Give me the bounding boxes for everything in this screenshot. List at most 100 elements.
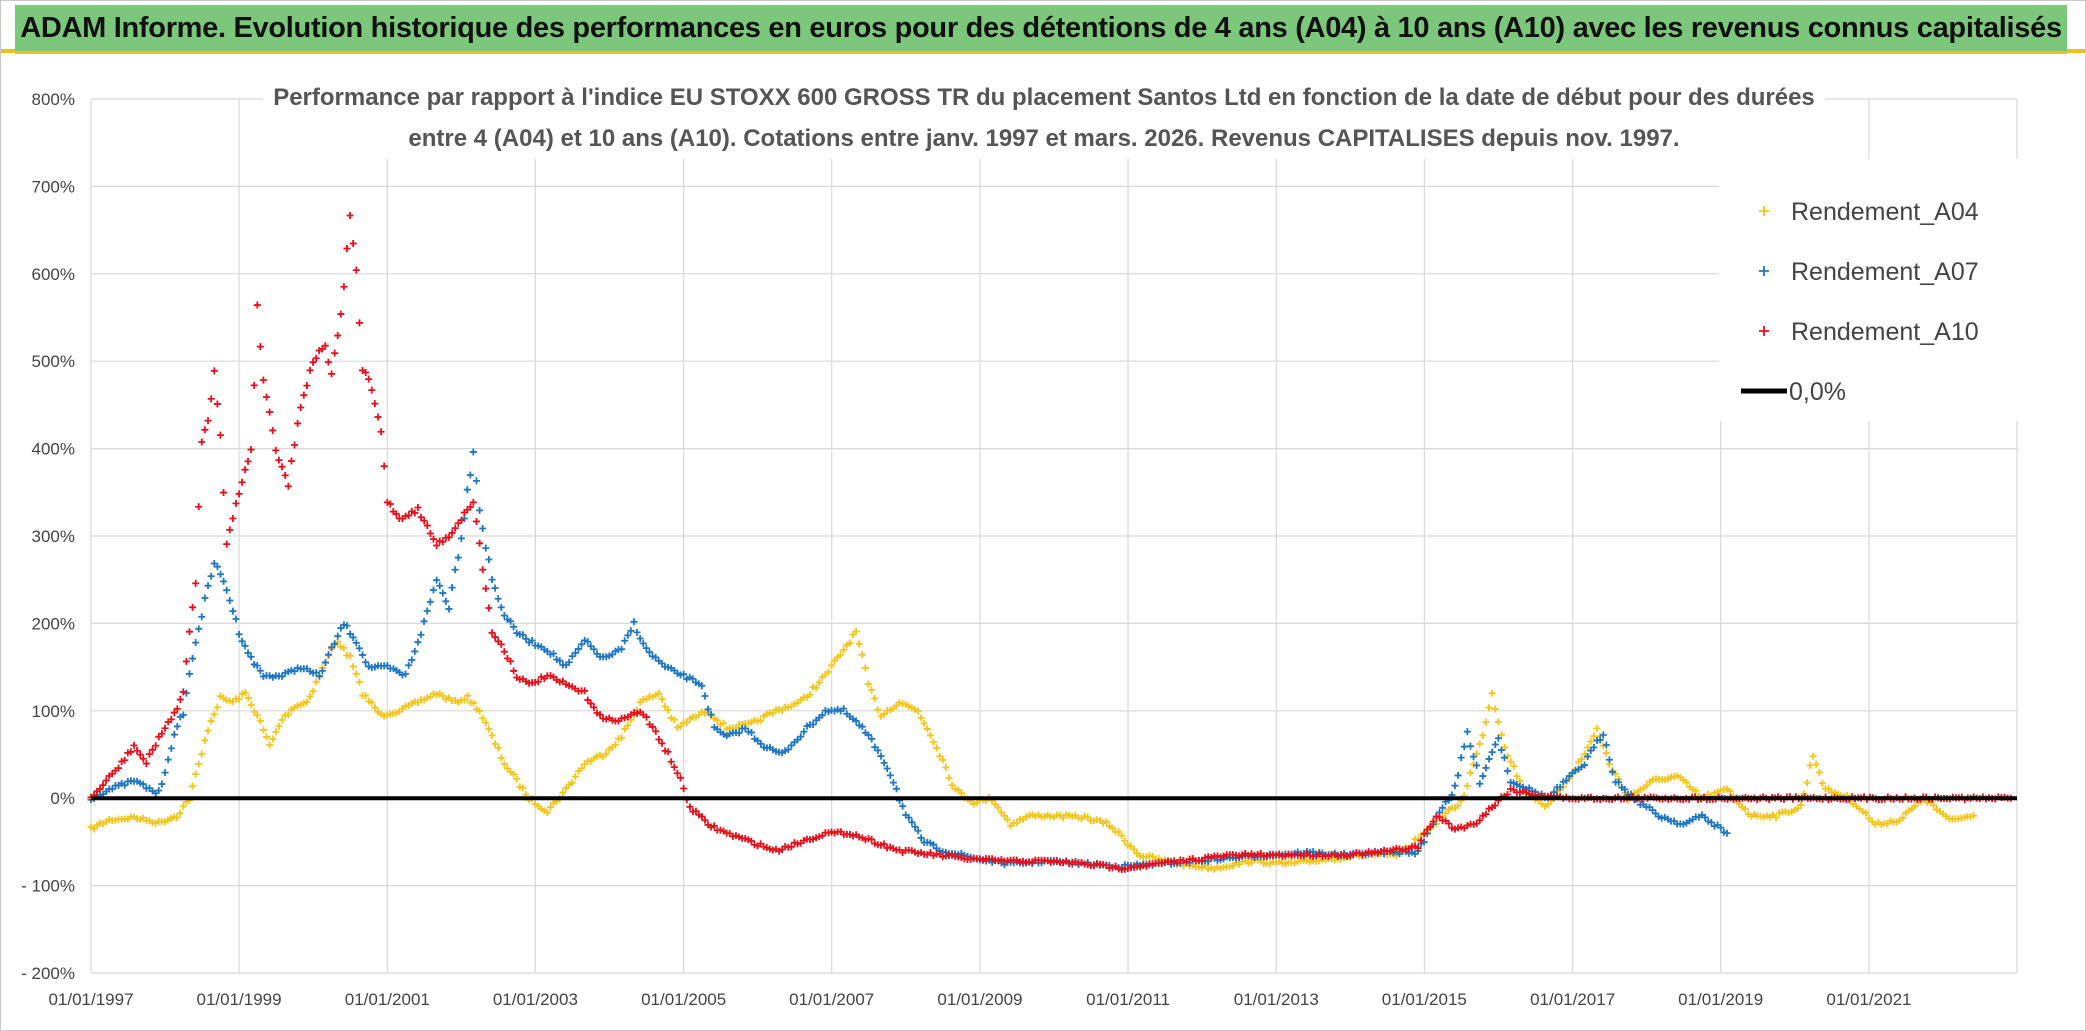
data-point bbox=[861, 664, 869, 672]
data-point bbox=[235, 490, 243, 498]
data-point bbox=[510, 667, 518, 675]
data-point bbox=[1759, 206, 1769, 216]
data-point bbox=[488, 576, 496, 584]
data-point bbox=[346, 652, 354, 660]
data-point bbox=[1556, 783, 1564, 791]
data-point bbox=[349, 633, 357, 641]
data-point bbox=[300, 391, 308, 399]
data-point bbox=[121, 781, 129, 789]
data-point bbox=[1513, 772, 1521, 780]
data-point bbox=[451, 566, 459, 574]
data-point bbox=[858, 651, 866, 659]
data-point bbox=[905, 814, 913, 822]
data-point bbox=[229, 607, 237, 615]
data-point bbox=[683, 719, 691, 727]
data-point bbox=[701, 692, 709, 700]
data-point bbox=[864, 680, 872, 688]
data-point bbox=[1930, 801, 1938, 809]
data-point bbox=[1466, 769, 1474, 777]
data-point bbox=[562, 784, 570, 792]
data-point bbox=[677, 774, 685, 782]
banner-accent-right bbox=[2067, 49, 2085, 53]
data-point bbox=[472, 477, 480, 485]
data-point bbox=[195, 760, 203, 768]
data-point bbox=[1463, 728, 1471, 736]
data-point bbox=[312, 678, 320, 686]
data-point bbox=[886, 771, 894, 779]
data-point bbox=[1812, 760, 1820, 768]
data-point bbox=[485, 725, 493, 733]
data-point bbox=[223, 540, 231, 548]
data-point bbox=[429, 586, 437, 594]
data-point bbox=[451, 524, 459, 532]
data-point bbox=[806, 691, 814, 699]
data-point bbox=[485, 555, 493, 563]
data-point bbox=[204, 582, 212, 590]
data-point bbox=[491, 584, 499, 592]
data-point bbox=[1759, 326, 1769, 336]
data-point bbox=[868, 735, 876, 743]
data-point bbox=[1707, 818, 1715, 826]
data-point bbox=[256, 667, 264, 675]
data-point bbox=[210, 710, 218, 718]
data-point bbox=[658, 695, 666, 703]
data-point bbox=[991, 800, 999, 808]
data-point bbox=[1121, 837, 1129, 845]
data-point bbox=[578, 640, 586, 648]
y-tick-label: 400% bbox=[32, 440, 75, 459]
data-point bbox=[797, 733, 805, 741]
data-point bbox=[469, 498, 477, 506]
data-point bbox=[936, 752, 944, 760]
data-point bbox=[464, 692, 472, 700]
data-point bbox=[185, 628, 193, 636]
data-point bbox=[262, 393, 270, 401]
data-point bbox=[633, 628, 641, 636]
data-point bbox=[256, 343, 264, 351]
data-point bbox=[1013, 819, 1021, 827]
data-point bbox=[182, 657, 190, 665]
data-point bbox=[649, 723, 657, 731]
data-point bbox=[217, 570, 225, 578]
data-point bbox=[362, 692, 370, 700]
y-tick-label: 600% bbox=[32, 265, 75, 284]
x-tick-label: 01/01/2005 bbox=[641, 990, 726, 1009]
data-point bbox=[1590, 743, 1598, 751]
data-point bbox=[433, 542, 441, 550]
data-point bbox=[213, 703, 221, 711]
data-point bbox=[914, 827, 922, 835]
data-point bbox=[858, 723, 866, 731]
data-point bbox=[800, 728, 808, 736]
data-point bbox=[1899, 814, 1907, 822]
data-point bbox=[377, 428, 385, 436]
data-point bbox=[318, 667, 326, 675]
data-point bbox=[115, 764, 123, 772]
data-point bbox=[611, 741, 619, 749]
data-point bbox=[1479, 772, 1487, 780]
data-point bbox=[812, 684, 820, 692]
x-tick-label: 01/01/2019 bbox=[1678, 990, 1763, 1009]
data-point bbox=[1717, 824, 1725, 832]
data-point bbox=[621, 637, 629, 645]
data-point bbox=[874, 746, 882, 754]
data-point bbox=[1420, 830, 1428, 838]
data-point bbox=[179, 688, 187, 696]
data-point bbox=[482, 585, 490, 593]
data-point bbox=[207, 395, 215, 403]
data-point bbox=[365, 375, 373, 383]
data-point bbox=[513, 775, 521, 783]
data-point bbox=[1488, 748, 1496, 756]
data-point bbox=[482, 719, 490, 727]
data-point bbox=[713, 716, 721, 724]
data-point bbox=[472, 517, 480, 525]
data-point bbox=[328, 643, 336, 651]
data-point bbox=[911, 823, 919, 831]
data-point bbox=[90, 825, 98, 833]
data-point bbox=[433, 576, 441, 584]
data-point bbox=[167, 715, 175, 723]
data-point bbox=[809, 720, 817, 728]
data-point bbox=[331, 640, 339, 648]
legend-label: Rendement_A07 bbox=[1791, 258, 1979, 286]
data-point bbox=[259, 376, 267, 384]
data-point bbox=[241, 642, 249, 650]
